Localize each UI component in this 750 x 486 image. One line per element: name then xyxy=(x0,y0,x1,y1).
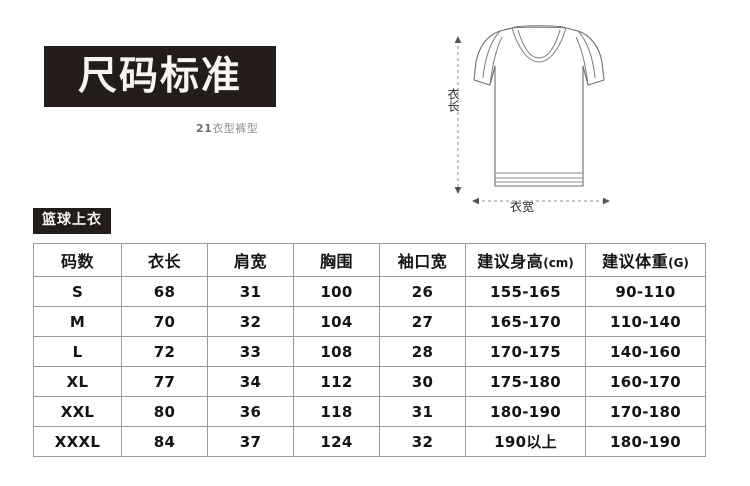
cell-cuff: 31 xyxy=(379,396,466,427)
cell-size: XL xyxy=(33,366,122,397)
table-row: XL 77 34 112 30 175-180 160-170 xyxy=(33,366,706,397)
cell-height: 155-165 xyxy=(465,276,586,307)
cell-size: XXL xyxy=(33,396,122,427)
column-header-cuff-label: 袖口宽 xyxy=(397,252,448,271)
cell-cuff: 27 xyxy=(379,306,466,337)
cell-length: 84 xyxy=(121,426,208,457)
garment-diagram xyxy=(440,18,630,223)
column-header-weight-label: 建议体重 xyxy=(602,252,669,271)
armhole-detail xyxy=(482,30,596,86)
cell-cuff: 30 xyxy=(379,366,466,397)
category-tab-basketball-top[interactable]: 篮球上衣 xyxy=(33,208,111,234)
cell-shoulder: 37 xyxy=(207,426,294,457)
length-dimension-line xyxy=(454,36,462,194)
column-header-weight: 建议体重(G) xyxy=(585,243,706,277)
cell-chest: 118 xyxy=(293,396,380,427)
cell-weight: 90-110 xyxy=(585,276,706,307)
cell-weight: 180-190 xyxy=(585,426,706,457)
table-row: L 72 33 108 28 170-175 140-160 xyxy=(33,336,706,367)
cell-weight: 170-180 xyxy=(585,396,706,427)
cell-chest: 124 xyxy=(293,426,380,457)
column-header-length: 衣长 xyxy=(121,243,208,277)
column-header-height-unit: (cm) xyxy=(543,256,574,270)
tank-top-outline xyxy=(473,25,605,187)
column-header-size: 码数 xyxy=(33,243,122,277)
cell-height: 165-170 xyxy=(465,306,586,337)
page-subtitle-number: 21 xyxy=(196,122,213,135)
cell-shoulder: 32 xyxy=(207,306,294,337)
cell-chest: 112 xyxy=(293,366,380,397)
width-dimension-label: 衣宽 xyxy=(510,200,535,214)
cell-size: XXXL xyxy=(33,426,122,457)
cell-cuff: 32 xyxy=(379,426,466,457)
cell-length: 70 xyxy=(121,306,208,337)
cell-size: L xyxy=(33,336,122,367)
cell-weight: 110-140 xyxy=(585,306,706,337)
column-header-cuff: 袖口宽 xyxy=(379,243,466,277)
cell-length: 72 xyxy=(121,336,208,367)
page-title: 尺码标准 xyxy=(77,54,242,99)
cell-height: 190以上 xyxy=(465,426,586,457)
column-header-shoulder-label: 肩宽 xyxy=(233,252,267,271)
table-header-row: 码数 衣长 肩宽 胸围 袖口宽 建议身高(cm) 建议体重(G) xyxy=(33,243,706,277)
cell-size: M xyxy=(33,306,122,337)
table-row: XXXL 84 37 124 32 190以上 180-190 xyxy=(33,426,706,457)
cell-length: 77 xyxy=(121,366,208,397)
tank-top-illustration xyxy=(454,25,610,205)
page-subtitle: 21衣型裤型 xyxy=(196,120,258,136)
cell-length: 80 xyxy=(121,396,208,427)
cell-length: 68 xyxy=(121,276,208,307)
cell-height: 175-180 xyxy=(465,366,586,397)
cell-shoulder: 34 xyxy=(207,366,294,397)
cell-height: 180-190 xyxy=(465,396,586,427)
size-chart-table: 码数 衣长 肩宽 胸围 袖口宽 建议身高(cm) 建议体重(G) S 68 31… xyxy=(33,243,706,457)
column-header-shoulder: 肩宽 xyxy=(207,243,294,277)
cell-chest: 100 xyxy=(293,276,380,307)
cell-shoulder: 33 xyxy=(207,336,294,367)
cell-weight: 160-170 xyxy=(585,366,706,397)
column-header-size-label: 码数 xyxy=(60,252,94,271)
page-subtitle-text: 衣型裤型 xyxy=(212,122,259,135)
width-dimension-line xyxy=(472,197,610,205)
table-row: M 70 32 104 27 165-170 110-140 xyxy=(33,306,706,337)
cell-shoulder: 31 xyxy=(207,276,294,307)
page-title-banner: 尺码标准 xyxy=(44,46,276,107)
cell-cuff: 26 xyxy=(379,276,466,307)
cell-chest: 108 xyxy=(293,336,380,367)
cell-height: 170-175 xyxy=(465,336,586,367)
column-header-weight-unit: (G) xyxy=(668,256,689,270)
cell-shoulder: 36 xyxy=(207,396,294,427)
hem-band-detail xyxy=(495,172,583,183)
cell-cuff: 28 xyxy=(379,336,466,367)
column-header-chest-label: 胸围 xyxy=(319,252,353,271)
neckline-detail xyxy=(511,26,567,63)
column-header-height-label: 建议身高 xyxy=(477,252,544,271)
cell-chest: 104 xyxy=(293,306,380,337)
column-header-height: 建议身高(cm) xyxy=(465,243,586,277)
table-row: S 68 31 100 26 155-165 90-110 xyxy=(33,276,706,307)
cell-size: S xyxy=(33,276,122,307)
category-tab-label: 篮球上衣 xyxy=(42,212,102,228)
column-header-length-label: 衣长 xyxy=(147,252,181,271)
cell-weight: 140-160 xyxy=(585,336,706,367)
column-header-chest: 胸围 xyxy=(293,243,380,277)
table-row: XXL 80 36 118 31 180-190 170-180 xyxy=(33,396,706,427)
length-dimension-label: 衣长 xyxy=(446,88,460,112)
